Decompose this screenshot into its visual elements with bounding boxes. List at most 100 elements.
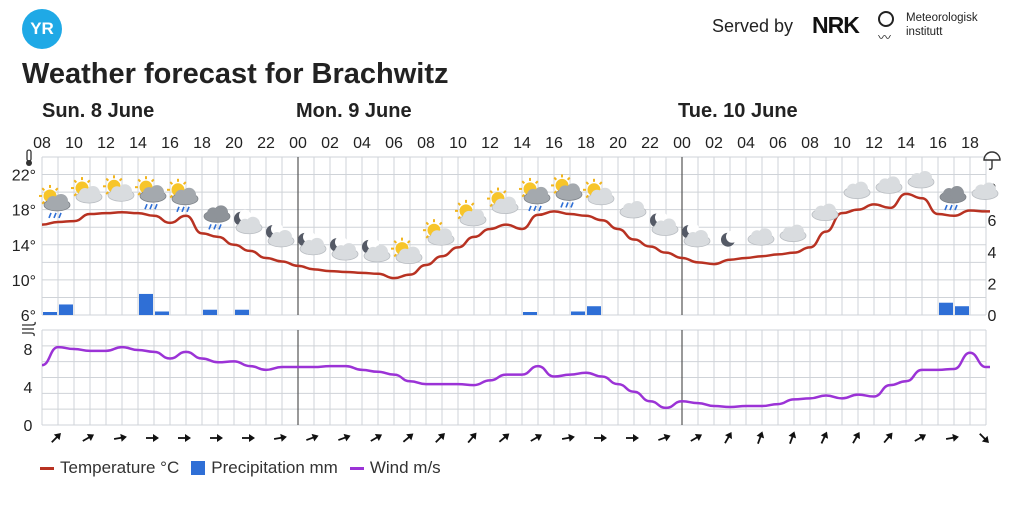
umbrella-canopy <box>983 151 1001 161</box>
sun-ray <box>502 190 507 194</box>
wind-icon <box>22 321 36 337</box>
moon-cut <box>726 230 738 243</box>
rain-drop <box>949 204 953 211</box>
legend-precipitation-label: Precipitation mm <box>211 458 338 477</box>
arrow-head <box>756 431 765 439</box>
precip-tick-label: 2 <box>988 276 997 293</box>
sun-ray <box>406 240 411 244</box>
rain-drop <box>528 205 532 212</box>
unit-icons <box>22 149 1001 337</box>
wind-arrow-icon <box>338 433 351 442</box>
sun-cloud-rain-icon <box>135 176 167 210</box>
arrow-head <box>502 433 510 441</box>
wind-arrow-icon <box>788 431 797 444</box>
moon-cloud-icon <box>266 222 295 248</box>
sun-ray <box>393 253 398 258</box>
hour-tick-label: 10 <box>449 135 467 152</box>
yr-logo[interactable]: YR <box>22 9 62 49</box>
wind-arrow-icon <box>113 433 127 442</box>
temp-tick-label: 18° <box>12 203 36 220</box>
moon-cloud-icon <box>234 209 263 235</box>
rain-drop <box>58 212 62 219</box>
wind-arrow-icon <box>273 433 287 442</box>
sun-ray <box>585 194 590 199</box>
legend-temperature-swatch <box>40 466 54 470</box>
sun-cloud-rain-icon <box>551 174 583 208</box>
sun-ray <box>425 235 430 239</box>
cloud-puff <box>694 229 708 244</box>
hour-tick-label: 00 <box>289 135 307 152</box>
temperature-line <box>41 192 990 280</box>
rain-drop <box>533 205 537 212</box>
wind-arrow-icon <box>306 433 319 442</box>
wind-arrow-icon <box>561 433 575 442</box>
hour-tick-label: 02 <box>321 135 339 152</box>
wind-arrow-icon <box>724 431 732 444</box>
precipitation-bar <box>139 293 153 315</box>
cloud-puff <box>886 176 900 191</box>
hour-tick-label: 20 <box>225 135 243 152</box>
sun-cloud-icon <box>423 219 455 246</box>
wind-arrow-icon <box>402 433 414 443</box>
arrow-head <box>534 434 543 441</box>
temp-tick-label: 6° <box>21 308 36 325</box>
rain-drop <box>186 206 190 213</box>
moon-cut <box>655 211 667 224</box>
thermometer-icon <box>26 149 32 166</box>
arrow-head <box>406 433 414 441</box>
wind-arrow-icon <box>979 433 989 443</box>
wind-series-line <box>41 345 990 410</box>
moon-cut <box>271 222 283 235</box>
cloud-puff <box>118 184 132 199</box>
day-label-mon: Mon. 9 June <box>296 100 412 122</box>
wind-arrow-icon <box>467 432 477 444</box>
cloud-icon <box>779 224 807 243</box>
precipitation-bar <box>939 302 953 315</box>
wind-arrow-icon <box>498 433 510 443</box>
sun-ray <box>73 193 78 197</box>
cloud-icon <box>619 200 647 219</box>
rain-drop <box>570 202 574 208</box>
arrow-head <box>469 432 477 440</box>
cloud-icon <box>747 228 775 246</box>
cloud-puff <box>374 244 388 259</box>
precip-tick-label: 4 <box>988 245 997 262</box>
sun-ray <box>86 179 91 184</box>
legend-temperature: Temperature °C <box>40 458 179 478</box>
temp-tick-label: 14° <box>12 238 36 255</box>
met-name-line2: institutt <box>906 26 943 38</box>
sun-ray <box>489 190 494 194</box>
rain-drop <box>176 206 180 213</box>
hour-tick-label: 18 <box>961 135 979 152</box>
sun-ray <box>521 193 526 198</box>
sun-ray <box>137 178 142 183</box>
wind-line <box>41 345 990 410</box>
cloud-rain-icon <box>203 205 231 230</box>
rain-drop <box>53 212 57 219</box>
arrow-head <box>311 433 319 442</box>
sun-ray <box>521 180 526 184</box>
arrow-head <box>86 434 95 441</box>
sun-ray <box>393 240 398 244</box>
cloud-icon <box>811 203 839 222</box>
arrow-head <box>185 434 191 442</box>
sun-ray <box>489 203 494 208</box>
sun-cloud-icon <box>583 178 615 206</box>
hour-tick-label: 18 <box>193 135 211 152</box>
cloud-puff <box>534 186 548 201</box>
sun-ray <box>150 178 155 183</box>
nrk-logo[interactable]: NRK <box>812 12 860 38</box>
sun-ray <box>169 181 174 185</box>
met-logo[interactable]: Meteorologisk institutt <box>906 11 978 39</box>
moon-cloud-icon <box>330 236 359 261</box>
sun-ray <box>41 200 46 205</box>
sun-ray <box>169 194 174 199</box>
arrow-head <box>601 434 607 442</box>
arrow-head <box>918 434 927 441</box>
arrow-head <box>725 431 732 440</box>
sun-ray <box>118 177 123 182</box>
cloud-icon <box>971 182 999 200</box>
sun-ray <box>585 181 590 185</box>
hour-tick-label: 10 <box>65 135 83 152</box>
cloud-puff <box>406 246 420 261</box>
